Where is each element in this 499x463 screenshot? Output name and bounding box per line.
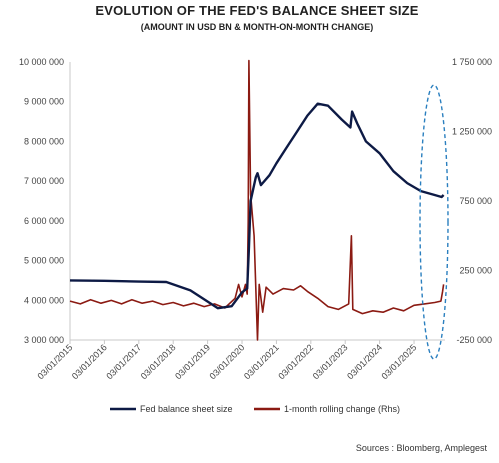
- x-tick-label: 03/01/2025: [380, 342, 419, 381]
- series-line-change: [69, 59, 445, 341]
- left-tick-label: 7 000 000: [24, 176, 64, 186]
- legend: Fed balance sheet size 1-month rolling c…: [110, 404, 400, 414]
- right-axis-ticks: -250 000 250 000 750 000 1 250 000 1 750 000: [452, 57, 492, 345]
- x-tick-label: 03/01/2022: [276, 342, 315, 381]
- right-tick-label: -250 000: [456, 335, 492, 345]
- left-tick-label: 9 000 000: [24, 97, 64, 107]
- left-axis-ticks: 3 000 000 4 000 000 5 000 000 6 000 000 7 00…: [19, 57, 64, 345]
- legend-label-change: 1-month rolling change (Rhs): [284, 404, 400, 414]
- highlight-ellipse: [419, 84, 449, 360]
- left-tick-label: 10 000 000: [19, 57, 64, 67]
- right-tick-label: 1 750 000: [452, 57, 492, 67]
- series-line-balance: [69, 102, 445, 310]
- left-tick-label: 8 000 000: [24, 136, 64, 146]
- x-tick-label: 03/01/2021: [242, 342, 281, 381]
- right-tick-label: 750 000: [459, 196, 492, 206]
- legend-label-balance: Fed balance sheet size: [140, 404, 233, 414]
- x-tick-label: 03/01/2017: [104, 342, 143, 381]
- x-tick-label: 03/01/2020: [208, 342, 247, 381]
- axes: [69, 62, 445, 341]
- x-tick-label: 03/01/2016: [70, 342, 109, 381]
- x-tick-label: 03/01/2019: [173, 342, 212, 381]
- source-note: Sources : Bloomberg, Amplegest: [356, 443, 488, 453]
- chart-subtitle: (AMOUNT IN USD BN & MONTH-ON-MONTH CHANG…: [141, 22, 373, 32]
- right-tick-label: 250 000: [459, 266, 492, 276]
- x-tick-label: 03/01/2018: [139, 342, 178, 381]
- x-tick-label: 03/01/2015: [35, 342, 74, 381]
- left-tick-label: 6 000 000: [24, 216, 64, 226]
- chart-title: EVOLUTION OF THE FED'S BALANCE SHEET SIZ…: [95, 3, 418, 18]
- series-layer: [69, 59, 445, 341]
- x-axis-ticks: 03/01/201503/01/201603/01/201703/01/2018…: [35, 340, 418, 381]
- left-tick-label: 4 000 000: [24, 295, 64, 305]
- left-tick-label: 3 000 000: [24, 335, 64, 345]
- left-tick-label: 5 000 000: [24, 256, 64, 266]
- right-tick-label: 1 250 000: [452, 127, 492, 137]
- x-tick-label: 03/01/2023: [311, 342, 350, 381]
- x-tick-label: 03/01/2024: [345, 342, 384, 381]
